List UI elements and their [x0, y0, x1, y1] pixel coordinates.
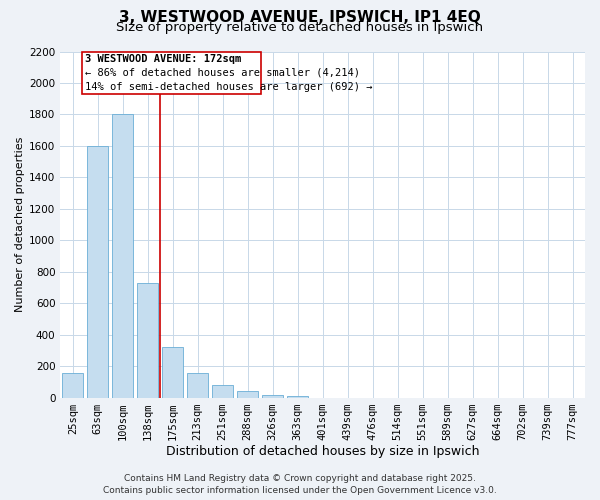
Bar — [262, 395, 283, 398]
FancyBboxPatch shape — [82, 52, 262, 94]
Bar — [87, 146, 109, 398]
X-axis label: Distribution of detached houses by size in Ipswich: Distribution of detached houses by size … — [166, 444, 479, 458]
Text: 14% of semi-detached houses are larger (692) →: 14% of semi-detached houses are larger (… — [85, 82, 373, 92]
Bar — [137, 283, 158, 398]
Bar — [112, 114, 133, 398]
Bar — [162, 347, 184, 398]
Bar — [187, 373, 208, 398]
Text: ← 86% of detached houses are smaller (4,214): ← 86% of detached houses are smaller (4,… — [85, 68, 360, 78]
Bar — [212, 384, 233, 398]
Text: 3 WESTWOOD AVENUE: 172sqm: 3 WESTWOOD AVENUE: 172sqm — [85, 54, 242, 64]
Bar — [62, 373, 83, 398]
Text: Contains HM Land Registry data © Crown copyright and database right 2025.
Contai: Contains HM Land Registry data © Crown c… — [103, 474, 497, 495]
Bar — [237, 391, 258, 398]
Bar — [287, 396, 308, 398]
Text: Size of property relative to detached houses in Ipswich: Size of property relative to detached ho… — [116, 22, 484, 35]
Text: 3, WESTWOOD AVENUE, IPSWICH, IP1 4EQ: 3, WESTWOOD AVENUE, IPSWICH, IP1 4EQ — [119, 10, 481, 25]
Y-axis label: Number of detached properties: Number of detached properties — [15, 137, 25, 312]
